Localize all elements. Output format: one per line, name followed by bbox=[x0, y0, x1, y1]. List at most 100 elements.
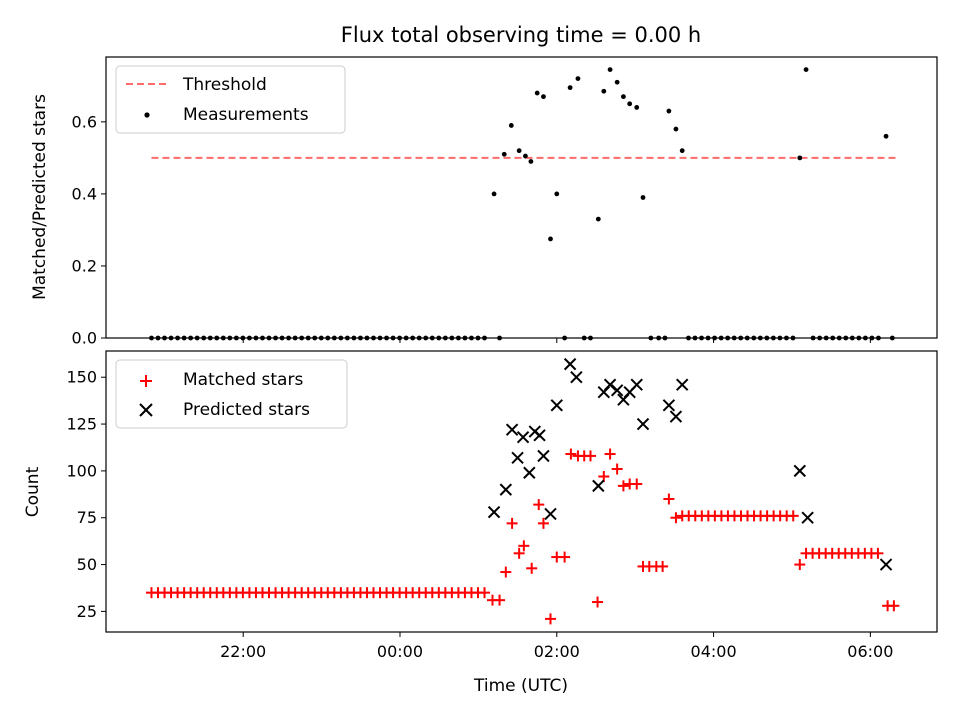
bottom-y-tick-label: 100 bbox=[66, 461, 97, 480]
matched-star-point bbox=[888, 600, 900, 612]
predicted-x-b bbox=[523, 466, 536, 479]
measurement-point bbox=[528, 159, 534, 164]
predicted-x-b bbox=[544, 507, 557, 521]
bottom-panel: 25 50 75 100 125 150 22:00 00:00 02:00 04:00 06:0… bbox=[23, 350, 938, 696]
measurement-point bbox=[523, 153, 528, 159]
matched-star-point bbox=[494, 594, 506, 606]
predicted-x-b bbox=[669, 410, 683, 423]
bottom-y-tick-label: 25 bbox=[77, 602, 97, 621]
measurement-point bbox=[634, 105, 640, 110]
matched-star-point bbox=[787, 510, 799, 522]
predicted-star-point bbox=[544, 507, 557, 521]
matched-star-point bbox=[598, 471, 610, 483]
matched-star-point bbox=[479, 587, 491, 599]
measurement-point bbox=[516, 148, 522, 154]
top-x-ticks bbox=[242, 338, 871, 343]
top-axes-frame bbox=[105, 56, 938, 339]
predicted-star-point bbox=[636, 417, 650, 431]
top-y-ticks: 0.0 0.2 0.4 0.6 bbox=[72, 112, 106, 348]
predicted-star-point bbox=[511, 451, 524, 464]
matched-star-point bbox=[617, 480, 629, 492]
measurement-point bbox=[567, 85, 573, 91]
legend-threshold-label: Threshold bbox=[182, 75, 267, 95]
predicted-x-b bbox=[550, 399, 563, 412]
matched-star-point bbox=[631, 478, 643, 490]
predicted-x-b bbox=[676, 378, 689, 391]
predicted-star-point bbox=[879, 558, 893, 571]
bottom-legend: Matched stars Predicted stars bbox=[115, 359, 348, 429]
x-tick-label: 06:00 bbox=[847, 642, 893, 661]
bottom-y-tick-label: 125 bbox=[66, 415, 97, 434]
matched-star-point bbox=[657, 560, 669, 572]
predicted-star-point bbox=[801, 511, 814, 524]
matched-star-point bbox=[872, 547, 884, 559]
matched-star-point bbox=[794, 559, 806, 571]
measurement-point bbox=[607, 67, 613, 73]
predicted-x-b bbox=[487, 505, 501, 519]
bottom-y-tick-label: 50 bbox=[77, 555, 97, 574]
predicted-x-b bbox=[801, 511, 814, 524]
legend-predicted-swatch bbox=[139, 403, 153, 417]
legend-measurements-label: Measurements bbox=[183, 105, 309, 125]
matched-star-point bbox=[506, 517, 518, 529]
predicted-star-point bbox=[550, 399, 563, 412]
chart-title: Flux total observing time = 0.00 h bbox=[341, 23, 701, 47]
predicted-x-b bbox=[636, 417, 650, 431]
predicted-x-b bbox=[537, 449, 550, 463]
measurement-point bbox=[614, 79, 620, 85]
legend-matched-swatch bbox=[140, 375, 152, 387]
predicted-star-point bbox=[537, 449, 550, 463]
predicted-star-point bbox=[662, 399, 676, 412]
legend-measurements-swatch bbox=[144, 112, 150, 118]
top-y-tick-label: 0.0 bbox=[72, 329, 97, 348]
predicted-star-point bbox=[676, 378, 689, 391]
measurement-point bbox=[640, 195, 646, 200]
x-tick-label: 22:00 bbox=[220, 642, 266, 661]
measurement-point bbox=[575, 76, 581, 82]
x-tick-label: 00:00 bbox=[377, 642, 423, 661]
x-tick-label: 02:00 bbox=[534, 642, 580, 661]
predicted-star-point bbox=[523, 466, 536, 479]
matched-star-point bbox=[545, 613, 557, 625]
matched-star-point bbox=[537, 517, 549, 529]
predicted-x-b bbox=[603, 378, 617, 391]
measurement-point bbox=[803, 67, 809, 73]
top-y-tick-label: 0.6 bbox=[72, 112, 97, 131]
measurement-point bbox=[595, 216, 601, 222]
predicted-x-b bbox=[630, 378, 643, 391]
bottom-axes-frame bbox=[105, 350, 938, 633]
measurement-point bbox=[627, 101, 633, 107]
top-legend: Threshold Measurements bbox=[115, 65, 346, 134]
predicted-star-point bbox=[487, 505, 501, 519]
matched-star-point bbox=[565, 448, 577, 460]
matched-star-point bbox=[513, 547, 525, 559]
matched-star-point bbox=[584, 450, 596, 462]
matched-star-point bbox=[663, 493, 675, 505]
predicted-star-point bbox=[499, 483, 513, 496]
measurement-point bbox=[491, 191, 497, 197]
predicted-star-point bbox=[516, 430, 530, 444]
measurement-point bbox=[501, 151, 507, 157]
predicted-star-point bbox=[533, 429, 546, 442]
bottom-x-ticks: 22:00 00:00 02:00 04:00 06:00 bbox=[220, 632, 893, 661]
matched-star-point bbox=[526, 562, 538, 574]
bottom-y-tick-label: 150 bbox=[66, 368, 97, 387]
measurement-point bbox=[548, 236, 553, 242]
legend-predicted-label: Predicted stars bbox=[183, 400, 310, 420]
predicted-x-b bbox=[592, 479, 605, 493]
matched-star-point bbox=[592, 596, 604, 608]
predicted-x-b bbox=[516, 430, 530, 444]
predicted-x-b bbox=[570, 371, 583, 384]
x-axis-label: Time (UTC) bbox=[473, 676, 568, 696]
legend-matched-label: Matched stars bbox=[183, 370, 303, 390]
matched-star-point bbox=[559, 551, 571, 563]
measurement-point bbox=[601, 88, 607, 94]
measurement-point bbox=[883, 133, 889, 139]
predicted-x-b bbox=[662, 399, 676, 412]
measurement-point bbox=[673, 126, 679, 132]
matched-star-point bbox=[611, 463, 623, 475]
measurement-point bbox=[666, 108, 672, 114]
predicted-star-point bbox=[610, 384, 624, 397]
predicted-star-point bbox=[570, 371, 583, 384]
